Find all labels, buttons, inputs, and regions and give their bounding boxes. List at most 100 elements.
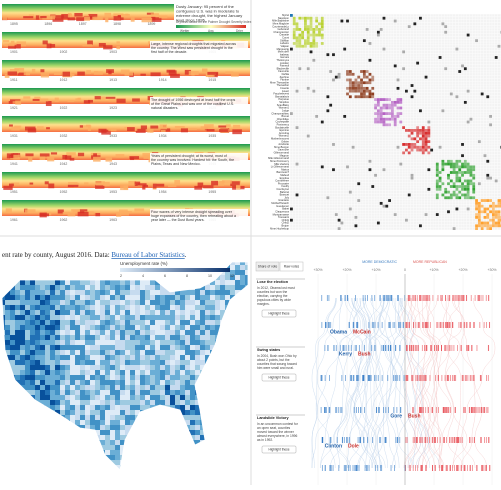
county [225, 300, 231, 306]
matrix-cell [463, 162, 467, 166]
county [50, 450, 56, 456]
drought-patch [93, 71, 103, 75]
county [145, 310, 151, 316]
county [200, 360, 206, 366]
highlight-button[interactable] [261, 373, 297, 382]
county [60, 435, 66, 441]
county [190, 315, 196, 321]
county [45, 320, 51, 326]
text-line: The drought of 1956 destroyed at least h… [151, 98, 236, 102]
county [125, 450, 131, 456]
county [10, 400, 16, 406]
county [95, 360, 101, 366]
county [215, 430, 221, 436]
source-link[interactable]: Bureau of Labor Statistics [111, 251, 185, 259]
county [10, 410, 16, 416]
drought-patch [76, 17, 85, 22]
county [120, 435, 126, 441]
county [205, 305, 211, 311]
county [2, 295, 6, 301]
county [195, 315, 201, 321]
county [180, 405, 186, 411]
county [240, 465, 246, 470]
county [2, 455, 6, 461]
drought-patch [230, 72, 239, 77]
county [130, 435, 136, 441]
drought-patch [11, 182, 20, 185]
county-tick [441, 375, 443, 381]
matrix-cell [376, 33, 380, 37]
county [220, 280, 226, 286]
county [160, 465, 166, 470]
matrix-cell [427, 129, 431, 132]
county-tick [453, 437, 455, 443]
county [160, 390, 166, 396]
county-tick [444, 345, 446, 351]
county [230, 365, 236, 371]
county [150, 275, 156, 281]
county-tick [457, 437, 459, 443]
county [70, 335, 76, 341]
county [170, 315, 176, 321]
county [140, 445, 146, 451]
county-tick [366, 465, 368, 471]
county [95, 262, 101, 266]
county-tick [489, 465, 490, 471]
county [145, 455, 151, 461]
county [155, 470, 160, 475]
county [140, 325, 146, 331]
county [105, 440, 111, 446]
county-tick [479, 295, 480, 301]
county-tick [465, 407, 466, 413]
matrix-cell [295, 126, 299, 130]
matrix-cell [461, 173, 464, 177]
highlight-button[interactable] [261, 445, 297, 454]
county [50, 280, 56, 286]
county [10, 320, 16, 326]
matrix-cell [376, 221, 380, 225]
county [235, 390, 241, 396]
county [115, 300, 121, 306]
county [120, 365, 126, 371]
county-tick [352, 322, 354, 328]
drought-patch [93, 153, 97, 157]
toggle-button[interactable] [255, 261, 280, 272]
county [70, 345, 76, 351]
county [220, 405, 226, 411]
county [200, 280, 206, 286]
year-label: 1962 [60, 218, 68, 222]
county [50, 435, 56, 441]
toggle-button[interactable] [279, 261, 304, 272]
county [200, 470, 205, 475]
county-trail [377, 297, 392, 469]
county [10, 390, 16, 396]
matrix-cell [309, 28, 313, 31]
county-tick [437, 375, 439, 381]
matrix-cell [475, 213, 478, 216]
county [75, 270, 81, 276]
county [60, 380, 66, 386]
county [15, 325, 21, 331]
county [5, 350, 11, 356]
matrix-cell [393, 123, 397, 127]
county [120, 475, 125, 480]
drought-patch [188, 70, 199, 76]
drought-patch [113, 13, 124, 17]
county-tick [468, 407, 470, 413]
county [235, 455, 241, 461]
highlight-button[interactable] [261, 309, 297, 318]
side-label: MORE REPUBLICAN [413, 260, 447, 264]
matrix-cell [385, 204, 389, 208]
county [150, 305, 156, 311]
matrix-cell [438, 171, 442, 174]
matrix-cell [348, 78, 352, 82]
county [65, 345, 71, 351]
county [180, 335, 186, 341]
drought-patch [43, 211, 51, 215]
county [45, 340, 51, 346]
county [125, 465, 131, 470]
county [205, 320, 211, 326]
county [20, 295, 26, 301]
county [50, 380, 56, 386]
county [125, 285, 131, 291]
